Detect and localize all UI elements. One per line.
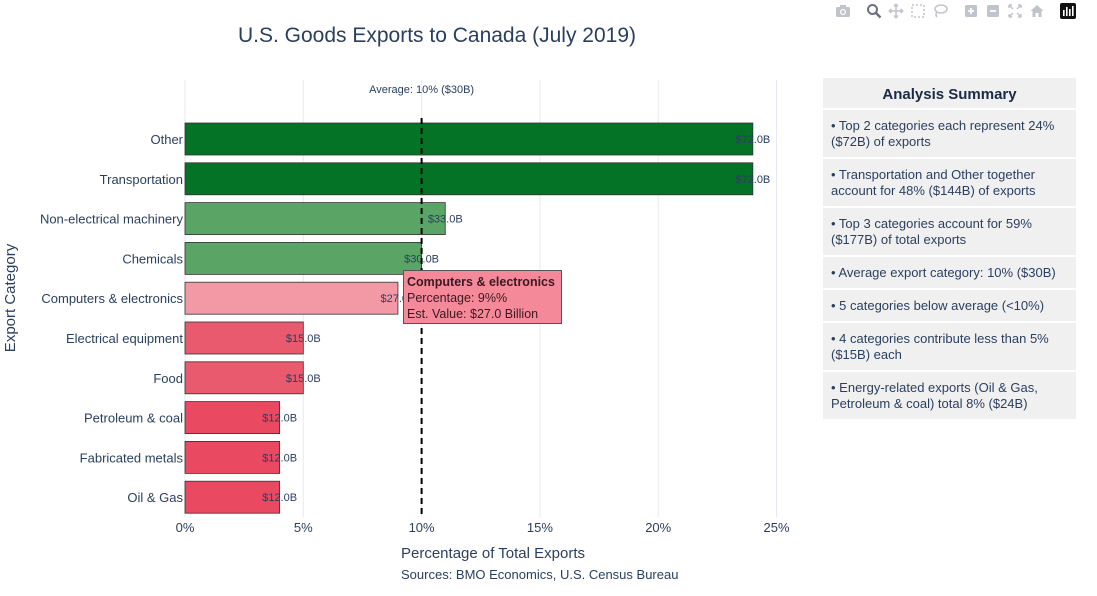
analysis-summary-panel: Analysis Summary • Top 2 categories each… xyxy=(823,78,1076,421)
bars-group: $72.0B$72.0B$33.0B$30.0B$27.0B$15.0B$15.… xyxy=(184,122,770,514)
bar-value-label: $72.0B xyxy=(735,134,770,146)
y-tick-label: Non-electrical machinery xyxy=(40,212,184,227)
chart-title: U.S. Goods Exports to Canada (July 2019) xyxy=(238,24,636,47)
y-tick-label: Chemicals xyxy=(122,251,183,266)
average-annotation: Average: 10% ($30B) xyxy=(369,84,474,96)
summary-item: • Top 2 categories each represent 24% ($… xyxy=(823,110,1076,159)
tooltip-percentage: Percentage: 9%% xyxy=(407,291,508,305)
bar-value-label: $15.0B xyxy=(286,373,321,385)
x-tick-label: 5% xyxy=(294,520,313,535)
bar[interactable] xyxy=(184,401,281,435)
bar-value-label: $33.0B xyxy=(428,214,463,226)
camera-icon[interactable] xyxy=(832,2,854,20)
y-tick-label: Food xyxy=(153,371,183,386)
y-tick-label: Computers & electronics xyxy=(41,291,183,306)
bar-value-label: $12.0B xyxy=(262,452,297,464)
zoom-icon[interactable] xyxy=(863,2,885,20)
y-tick-label: Fabricated metals xyxy=(80,450,184,465)
plotly-logo-icon[interactable] xyxy=(1057,2,1079,20)
reset-axes-icon[interactable] xyxy=(1026,2,1048,20)
summary-title: Analysis Summary xyxy=(823,78,1076,110)
y-tick-label: Other xyxy=(150,132,183,147)
bar[interactable] xyxy=(184,162,754,196)
bar-value-label: $72.0B xyxy=(735,174,770,186)
chart-modebar xyxy=(832,2,1079,20)
box-select-icon[interactable] xyxy=(907,2,929,20)
y-tick-label: Transportation xyxy=(100,172,183,187)
x-tick-label: 25% xyxy=(763,520,789,535)
tooltip-value: Est. Value: $27.0 Billion xyxy=(407,307,539,321)
y-tick-labels: Other Transportation Non-electrical machin… xyxy=(40,132,184,505)
bar[interactable] xyxy=(184,361,304,395)
bar[interactable] xyxy=(184,281,399,315)
summary-item: • 5 categories below average (<10%) xyxy=(823,290,1076,323)
autoscale-icon[interactable] xyxy=(1004,2,1026,20)
x-tick-label: 10% xyxy=(409,520,435,535)
x-tick-label: 15% xyxy=(527,520,553,535)
bar[interactable] xyxy=(184,122,754,156)
x-tick-label: 0% xyxy=(176,520,195,535)
bar[interactable] xyxy=(184,241,423,275)
x-tick-label: 20% xyxy=(645,520,671,535)
summary-item: • Average export category: 10% ($30B) xyxy=(823,257,1076,290)
lasso-icon[interactable] xyxy=(929,2,951,20)
source-note: Sources: BMO Economics, U.S. Census Bure… xyxy=(401,567,678,582)
bar[interactable] xyxy=(184,440,281,474)
tooltip-title: Computers & electronics xyxy=(407,275,555,289)
bar-value-label: $12.0B xyxy=(262,413,297,425)
summary-item: • 4 categories contribute less than 5% (… xyxy=(823,323,1076,372)
summary-item: • Energy-related exports (Oil & Gas, Pet… xyxy=(823,372,1076,421)
hover-tooltip: Computers & electronics Percentage: 9%% … xyxy=(403,270,562,324)
bar[interactable] xyxy=(184,480,281,514)
y-axis-title: Export Category xyxy=(2,243,19,352)
bar-value-label: $12.0B xyxy=(262,492,297,504)
y-tick-label: Electrical equipment xyxy=(66,331,183,346)
bar-value-label: $15.0B xyxy=(286,333,321,345)
summary-item: • Transportation and Other together acco… xyxy=(823,159,1076,208)
summary-item: • Top 3 categories account for 59% ($177… xyxy=(823,208,1076,257)
bar[interactable] xyxy=(184,321,304,355)
y-tick-label: Oil & Gas xyxy=(127,490,183,505)
bar[interactable] xyxy=(184,202,446,236)
y-tick-label: Petroleum & coal xyxy=(84,411,183,426)
x-tick-labels: 0% 5% 10% 15% 20% 25% xyxy=(176,520,790,535)
pan-icon[interactable] xyxy=(885,2,907,20)
zoom-in-icon[interactable] xyxy=(960,2,982,20)
x-axis-title: Percentage of Total Exports xyxy=(401,545,585,562)
zoom-out-icon[interactable] xyxy=(982,2,1004,20)
